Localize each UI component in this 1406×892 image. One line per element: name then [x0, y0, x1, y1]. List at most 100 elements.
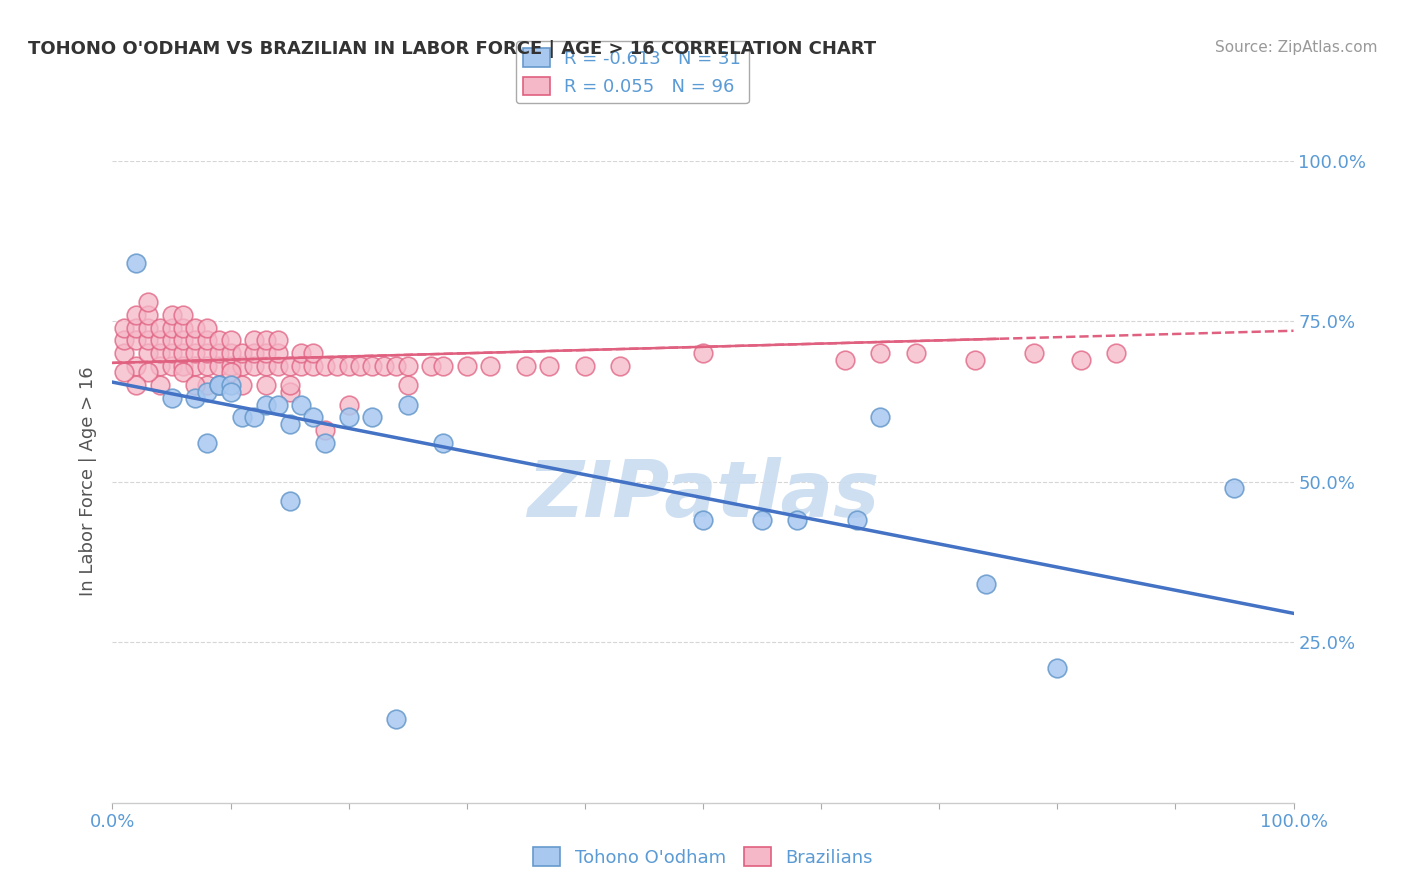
Point — [160, 359, 183, 373]
Point — [254, 334, 277, 348]
Point — [267, 398, 290, 412]
Point — [337, 359, 360, 373]
Point — [195, 320, 218, 334]
Point — [184, 359, 207, 373]
Point — [136, 320, 159, 334]
Point — [869, 410, 891, 425]
Point — [349, 359, 371, 373]
Point — [208, 334, 231, 348]
Point — [786, 513, 808, 527]
Point — [361, 410, 384, 425]
Point — [184, 346, 207, 360]
Point — [515, 359, 537, 373]
Point — [219, 384, 242, 399]
Point — [751, 513, 773, 527]
Point — [243, 346, 266, 360]
Point — [337, 410, 360, 425]
Legend: Tohono O'odham, Brazilians: Tohono O'odham, Brazilians — [526, 840, 880, 874]
Legend: R = -0.613   N = 31, R = 0.055   N = 96: R = -0.613 N = 31, R = 0.055 N = 96 — [516, 41, 748, 103]
Point — [302, 410, 325, 425]
Point — [149, 320, 172, 334]
Point — [172, 346, 194, 360]
Point — [963, 352, 986, 367]
Point — [254, 346, 277, 360]
Point — [149, 346, 172, 360]
Point — [314, 359, 336, 373]
Point — [195, 384, 218, 399]
Point — [136, 346, 159, 360]
Point — [172, 308, 194, 322]
Point — [1022, 346, 1045, 360]
Point — [112, 346, 135, 360]
Point — [278, 359, 301, 373]
Point — [125, 359, 148, 373]
Point — [267, 346, 290, 360]
Point — [456, 359, 478, 373]
Point — [267, 334, 290, 348]
Point — [361, 359, 384, 373]
Point — [869, 346, 891, 360]
Point — [243, 410, 266, 425]
Point — [112, 320, 135, 334]
Point — [195, 436, 218, 450]
Point — [385, 359, 408, 373]
Point — [314, 423, 336, 437]
Point — [396, 378, 419, 392]
Point — [692, 513, 714, 527]
Point — [172, 366, 194, 380]
Point — [195, 346, 218, 360]
Text: ZIPatlas: ZIPatlas — [527, 457, 879, 533]
Point — [976, 577, 998, 591]
Point — [149, 378, 172, 392]
Point — [160, 320, 183, 334]
Point — [1223, 481, 1246, 495]
Point — [184, 320, 207, 334]
Point — [125, 308, 148, 322]
Point — [149, 359, 172, 373]
Point — [231, 410, 253, 425]
Point — [243, 334, 266, 348]
Point — [1070, 352, 1092, 367]
Point — [172, 334, 194, 348]
Point — [149, 334, 172, 348]
Point — [278, 417, 301, 431]
Text: TOHONO O'ODHAM VS BRAZILIAN IN LABOR FORCE | AGE > 16 CORRELATION CHART: TOHONO O'ODHAM VS BRAZILIAN IN LABOR FOR… — [28, 40, 876, 58]
Point — [195, 378, 218, 392]
Point — [243, 359, 266, 373]
Point — [337, 398, 360, 412]
Point — [125, 334, 148, 348]
Point — [208, 378, 231, 392]
Point — [172, 320, 194, 334]
Point — [396, 398, 419, 412]
Point — [692, 346, 714, 360]
Point — [184, 378, 207, 392]
Point — [834, 352, 856, 367]
Point — [136, 366, 159, 380]
Point — [112, 366, 135, 380]
Point — [208, 378, 231, 392]
Point — [125, 256, 148, 270]
Y-axis label: In Labor Force | Age > 16: In Labor Force | Age > 16 — [79, 367, 97, 597]
Point — [373, 359, 395, 373]
Point — [219, 346, 242, 360]
Point — [290, 359, 312, 373]
Point — [136, 334, 159, 348]
Point — [136, 294, 159, 309]
Text: Source: ZipAtlas.com: Source: ZipAtlas.com — [1215, 40, 1378, 55]
Point — [432, 436, 454, 450]
Point — [231, 378, 253, 392]
Point — [1046, 661, 1069, 675]
Point — [267, 359, 290, 373]
Point — [302, 346, 325, 360]
Point — [278, 378, 301, 392]
Point — [574, 359, 596, 373]
Point — [254, 398, 277, 412]
Point — [160, 334, 183, 348]
Point — [609, 359, 631, 373]
Point — [432, 359, 454, 373]
Point — [184, 334, 207, 348]
Point — [231, 346, 253, 360]
Point — [160, 391, 183, 405]
Point — [219, 334, 242, 348]
Point — [314, 436, 336, 450]
